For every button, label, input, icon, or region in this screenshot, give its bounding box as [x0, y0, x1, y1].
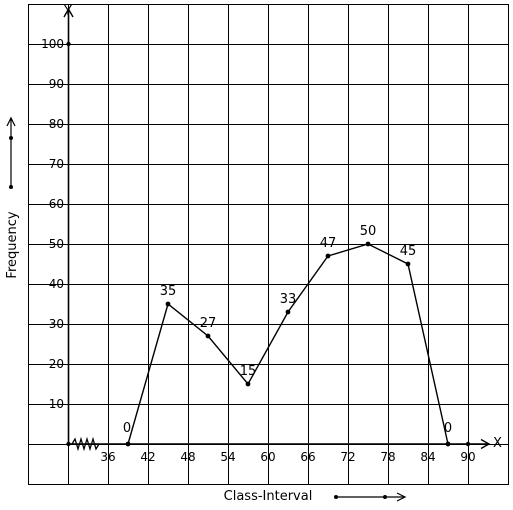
x-tick-label: 66 — [300, 450, 315, 464]
y-tick-label: 10 — [49, 397, 64, 411]
y-tick-label: 90 — [49, 77, 64, 91]
y-tick-label: 70 — [49, 157, 64, 171]
data-label: 50 — [360, 224, 377, 239]
data-point — [445, 441, 451, 447]
y-tick-label: 100 — [41, 37, 64, 51]
data-label: 33 — [280, 292, 297, 307]
axis-arrows — [6, 116, 407, 502]
data-point — [165, 301, 171, 307]
x-axis-letter: X — [493, 436, 502, 451]
y-direction-dot — [9, 185, 13, 189]
data-point — [125, 441, 131, 447]
y-tick-label: 20 — [49, 357, 64, 371]
x-tick-label: 54 — [220, 450, 235, 464]
data-point — [205, 333, 211, 339]
x-tick-label: 36 — [100, 450, 115, 464]
y-axis-letter: Y — [63, 4, 72, 19]
data-point — [405, 261, 411, 267]
y-axis-title: Frequency — [5, 211, 20, 278]
y-axis-arrowhead — [63, 7, 74, 18]
grid — [28, 4, 509, 485]
data-point — [285, 309, 291, 315]
tick-labels: 36 42 48 54 60 66 72 78 84 90 10 20 30 40 50 60 70 80 90 10… — [41, 37, 476, 464]
y-direction-arrowhead — [6, 116, 16, 127]
x-tick-label: 84 — [420, 450, 435, 464]
data-label: 35 — [160, 284, 177, 299]
origin-point — [66, 441, 71, 447]
data-point — [365, 241, 371, 247]
data-point — [325, 253, 331, 259]
x-tick-label: 78 — [380, 450, 395, 464]
y-tick-label: 60 — [49, 197, 64, 211]
data-label: 0 — [444, 421, 452, 436]
data-label: 0 — [123, 421, 131, 436]
y-tick-label: 50 — [49, 237, 64, 251]
x-direction-dot — [334, 495, 338, 499]
axes — [63, 7, 491, 452]
data-label: 45 — [400, 244, 417, 259]
y-tick-label: 40 — [49, 277, 64, 291]
x-tick-label: 42 — [140, 450, 155, 464]
x-tick-label: 48 — [180, 450, 195, 464]
x-tick-label: 60 — [260, 450, 275, 464]
x-tick-label: 90 — [460, 450, 475, 464]
x-direction-dot — [383, 495, 387, 499]
axis-break-icon — [71, 436, 100, 452]
x-axis-point — [465, 441, 471, 447]
y-tick-label: 80 — [49, 117, 64, 131]
y-axis-top-point — [66, 41, 71, 47]
y-direction-dot — [9, 136, 13, 140]
data-label: 27 — [200, 316, 217, 331]
y-tick-label: 30 — [49, 317, 64, 331]
x-direction-arrowhead — [396, 492, 407, 502]
data-point — [245, 381, 251, 387]
frequency-polygon-line — [127, 243, 449, 445]
x-axis-arrowhead — [480, 438, 491, 450]
x-tick-label: 72 — [340, 450, 355, 464]
series: 0 35 27 15 33 47 50 45 0 — [123, 224, 452, 447]
data-label: 15 — [240, 364, 257, 379]
x-axis-title: Class-Interval — [224, 489, 313, 504]
data-label: 47 — [320, 236, 337, 251]
